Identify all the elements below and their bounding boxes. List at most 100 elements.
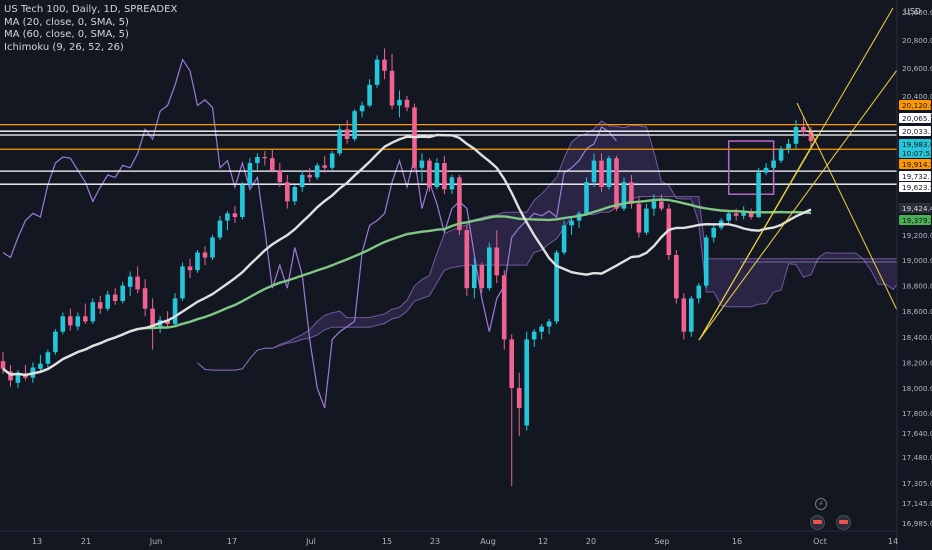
candle-body	[778, 148, 784, 161]
candle-body	[771, 160, 776, 168]
candle-body	[434, 163, 440, 187]
ma20-legend[interactable]: MA (20, close, 0, SMA, 5)	[4, 16, 129, 28]
candle-body	[0, 361, 6, 369]
candle-body	[60, 316, 66, 332]
candle-body	[217, 220, 223, 238]
candle-body	[97, 302, 103, 309]
price-tick-label: 18,600.0	[902, 307, 932, 316]
ichimoku-lines	[2, 58, 617, 409]
candle-body	[68, 316, 73, 326]
price-tick-label: 17,480.0	[902, 453, 932, 462]
candle-body	[651, 201, 657, 209]
candle-body	[748, 211, 754, 217]
trend-line	[796, 102, 898, 311]
candle-body	[120, 285, 125, 301]
price-tag	[899, 148, 931, 158]
candle-body	[689, 298, 694, 332]
event-flag-icon[interactable]	[810, 515, 825, 530]
candle-body	[45, 352, 51, 364]
price-tick-label: 20,400.0	[902, 92, 932, 101]
candle-body	[210, 237, 215, 258]
candle-body	[606, 158, 612, 187]
candle-body	[75, 316, 81, 327]
candle-body	[225, 213, 230, 221]
price-tag	[899, 203, 931, 213]
price-tag-label: 19,914.5	[902, 160, 932, 169]
ma20-line	[2, 133, 812, 377]
candle-body	[262, 157, 268, 159]
candle-body	[539, 326, 544, 332]
candle-body	[464, 230, 470, 289]
price-tick-label: 19,200.0	[902, 231, 932, 240]
symbol-title[interactable]: US Tech 100, Daily, 1D, SPREADEX	[4, 4, 178, 15]
time-axis[interactable]: 13 21 Jun 17 Jul 15 23 Aug 12 20 Sep 16 Oct 14	[0, 530, 898, 546]
candle-body	[165, 320, 170, 324]
lightning-icon[interactable]: ⚡	[815, 498, 827, 510]
candle-body	[554, 252, 559, 322]
time-tick-label: 23	[430, 537, 440, 546]
time-tick-label: 15	[382, 537, 392, 546]
price-tick-label: 17,640.0	[902, 429, 932, 438]
candle-body	[404, 99, 410, 108]
candle-body	[270, 158, 275, 171]
candle-body	[187, 266, 193, 271]
time-tick-label: Sep	[654, 537, 669, 546]
candle-body	[509, 339, 514, 388]
candle-body	[561, 225, 567, 253]
price-tag	[899, 113, 931, 123]
candle-body	[501, 275, 507, 340]
candle-body	[389, 70, 395, 106]
candle-body	[614, 158, 619, 209]
candle-body	[801, 127, 806, 132]
event-flag-icon[interactable]	[836, 515, 851, 530]
candle-body	[135, 276, 140, 290]
price-axis[interactable]: USD21,000.020,800.020,600.020,400.020,20…	[896, 0, 932, 550]
candle-body	[793, 127, 799, 144]
candle-body	[195, 252, 200, 271]
candle-body	[374, 59, 380, 85]
price-tick-label: 16,985.0	[902, 519, 932, 528]
time-tick-label: 12	[538, 537, 548, 546]
candle-body	[105, 294, 110, 309]
candle-body	[472, 265, 477, 289]
candle-body	[38, 363, 43, 369]
candle-body	[487, 247, 492, 289]
candle-body	[337, 129, 342, 154]
candle-body	[397, 99, 402, 106]
price-tag-label: 20,065.1	[902, 114, 932, 123]
trend-lines	[698, 7, 898, 341]
currency-label: USD	[904, 7, 921, 16]
candle-body	[591, 160, 597, 183]
candle-body	[427, 160, 432, 187]
candle-body	[285, 182, 290, 202]
price-tag-label: 19,379.5	[902, 216, 932, 225]
candle-body	[659, 201, 664, 209]
candle-body	[666, 208, 672, 255]
candle-body	[419, 160, 425, 168]
candle-body	[232, 213, 238, 217]
ichimoku-legend[interactable]: Ichimoku (9, 26, 52, 26)	[4, 41, 124, 53]
price-tick-label: 18,000.0	[902, 384, 932, 393]
price-tick-label: 17,145.0	[902, 499, 932, 508]
price-tick-label: 21,000.0	[902, 8, 932, 17]
price-tag	[899, 182, 931, 192]
candle-body	[644, 208, 649, 233]
candle-body	[546, 321, 552, 327]
candle-body	[292, 187, 298, 202]
candle-body	[696, 285, 702, 299]
candle-body	[367, 84, 372, 106]
price-axis-bg	[897, 0, 932, 550]
ma60-legend[interactable]: MA (60, close, 0, SMA, 5)	[4, 29, 129, 40]
candle-body	[255, 157, 260, 163]
candle-body	[599, 160, 604, 187]
candle-body	[15, 372, 21, 383]
price-tag	[899, 100, 931, 110]
candle-body	[307, 175, 312, 178]
price-tag-label: 19,983.0	[902, 140, 932, 149]
trend-line	[703, 134, 819, 333]
time-tick-label: Aug	[480, 537, 496, 546]
candle-body	[314, 165, 320, 178]
time-tick-label: 17	[227, 537, 237, 546]
ichimoku-lagging-span	[2, 58, 617, 409]
